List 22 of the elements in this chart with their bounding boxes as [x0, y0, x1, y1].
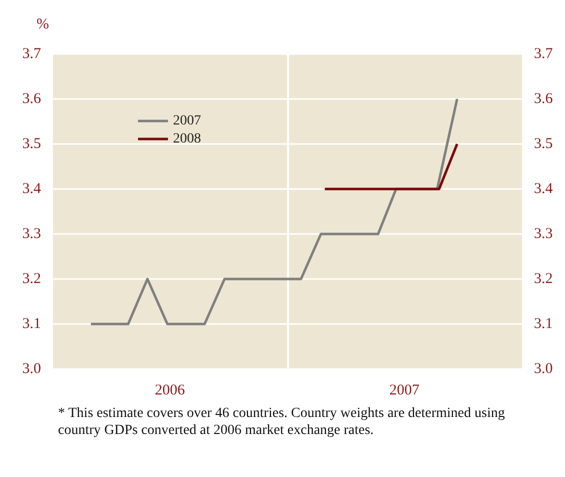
x-tick-label: 2006 [154, 382, 186, 398]
text: * This estimate covers over 46 countries. Country weights are determined using country GDPs converted at 2006 market exchange rates. [58, 406, 508, 438]
y2-tick-label: 3.5 [534, 136, 553, 152]
y-tick-label: 3.0 [22, 361, 41, 377]
y-tick-label: 3.6 [22, 91, 42, 107]
y2-tick-label: 3.6 [534, 91, 554, 107]
y-tick-label: 3.1 [22, 316, 41, 332]
y2-tick-label: 3.4 [534, 181, 554, 197]
y2-tick-label: 3.2 [534, 271, 553, 287]
legend-label: 2007 [173, 114, 201, 128]
y-tick-label: 3.3 [22, 226, 41, 242]
y-tick-label: 3.4 [22, 181, 42, 197]
y-tick-label: 3.5 [22, 136, 41, 152]
y-tick-label: 3.2 [22, 271, 41, 287]
y-axis-title: % [36, 16, 49, 32]
y-tick-label: 3.7 [22, 46, 42, 62]
legend-label: 2008 [173, 132, 201, 146]
y2-tick-label: 3.7 [534, 46, 554, 62]
y2-tick-label: 3.1 [534, 316, 553, 332]
y2-tick-label: 3.3 [534, 226, 553, 242]
line-series [90, 98, 458, 326]
y2-tick-label: 3.0 [534, 361, 553, 377]
